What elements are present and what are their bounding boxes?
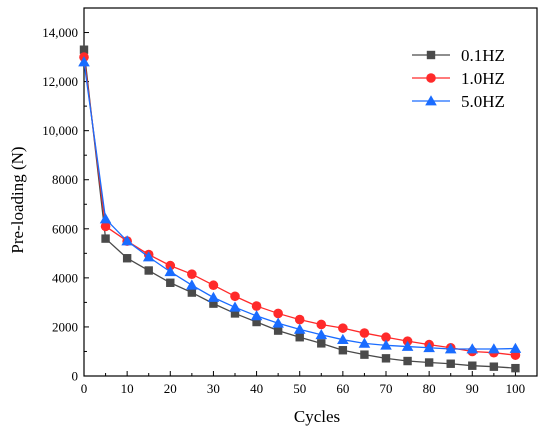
data-point [359,328,370,338]
legend-label: 1.0HZ [461,69,505,88]
data-point [488,343,500,354]
x-tick-label: 40 [250,381,263,396]
data-point [121,235,133,246]
y-tick-label: 12,000 [42,74,78,89]
x-tick-label: 10 [121,381,134,396]
y-tick-label: 10,000 [42,123,78,138]
data-point [424,358,434,367]
y-tick-label: 6000 [52,221,78,236]
data-point [316,319,327,330]
plot-border [83,7,538,377]
data-point [142,251,155,262]
data-point [423,341,435,353]
data-point [230,291,240,302]
legend-marker [426,50,436,60]
x-tick-label: 50 [293,381,306,396]
data-point [511,363,520,373]
data-point [230,309,240,318]
series-50hz [78,56,522,354]
y-tick-label: 14,000 [42,25,78,40]
axis-ticks: 0 10 20 30 40 50 60 70 80 90 100 0 2000 4000 6000 8000 1… [42,7,526,396]
data-point [509,342,522,353]
data-point [164,265,177,277]
series-layer [78,45,522,373]
data-point [401,340,414,351]
x-tick-label: 30 [207,381,220,396]
data-point [187,269,197,279]
data-point [272,317,284,328]
legend-label: 0.1HZ [461,46,505,65]
data-point [338,346,348,355]
data-point [294,314,305,325]
y-tick-label: 0 [72,369,79,384]
data-point [166,278,175,287]
legend-entry: 1.0HZ [412,69,505,88]
data-point [207,291,220,302]
y-tick-label: 8000 [52,172,78,187]
data-point [78,56,90,67]
legend-entry: 5.0HZ [412,92,505,111]
data-point [295,333,304,342]
data-point [381,354,391,363]
data-point [403,356,412,366]
data-point [273,326,283,335]
y-axis-title: Pre-loading (N) [8,146,27,253]
data-point [273,308,283,319]
y-tick-label: 2000 [52,319,78,334]
data-point [251,301,262,311]
data-point [381,332,391,343]
x-tick-label: 100 [506,381,526,396]
data-point [315,328,328,340]
y-tick-label: 4000 [52,270,78,285]
legend-entry: 0.1HZ [412,46,505,65]
series-line [83,56,516,356]
data-point [317,339,326,348]
data-point [250,310,263,321]
data-point [252,317,261,327]
data-point [293,323,306,334]
data-point [99,213,112,224]
x-tick-label: 60 [336,381,349,396]
data-point [489,362,499,371]
data-point [360,350,369,359]
data-point [468,361,477,370]
legend-marker [426,73,436,83]
data-point [144,266,153,275]
data-point [358,337,371,348]
legend-marker [425,95,437,106]
data-point [380,339,392,350]
data-point [338,323,348,333]
data-point [337,333,349,345]
data-point [186,279,198,290]
series-line [83,61,516,350]
series-01hz [79,45,520,373]
x-tick-label: 0 [81,381,88,396]
series-10hz [79,52,521,360]
data-point [165,260,176,271]
data-point [101,234,110,243]
x-axis-title: Cycles [294,407,340,426]
plot-frame [83,7,538,377]
data-point [444,343,457,354]
data-point [209,299,218,308]
data-point [446,359,455,368]
legend: 0.1HZ 1.0HZ 5.0HZ [412,46,505,111]
legend-label: 5.0HZ [461,92,505,111]
data-point [122,254,132,263]
data-point [187,288,197,297]
data-point [229,301,241,312]
x-tick-label: 20 [164,381,177,396]
x-tick-label: 80 [423,381,436,396]
data-point [100,221,111,232]
x-tick-label: 70 [380,381,393,396]
data-point [79,45,89,54]
data-point [466,343,479,354]
x-tick-label: 90 [466,381,479,396]
data-point [208,280,219,291]
